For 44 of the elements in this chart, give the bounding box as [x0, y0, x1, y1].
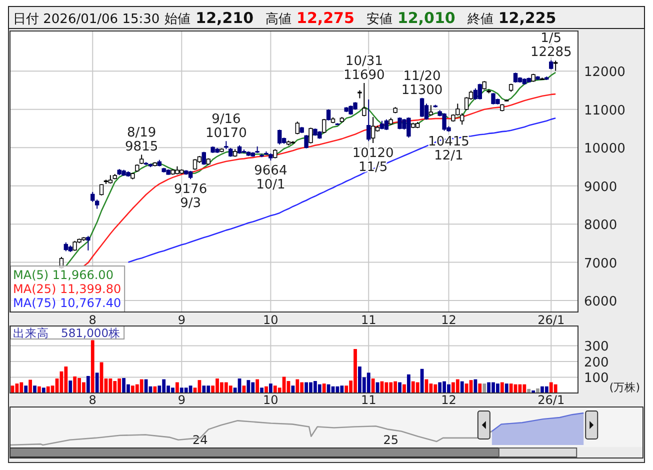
text: 高値: [266, 11, 292, 27]
y-tick-label: 12000: [584, 65, 626, 80]
text: 日付 2026/01/06 15:30: [13, 12, 160, 27]
x-tick-label: 25: [383, 433, 398, 447]
annotation: 1/5 12285: [530, 31, 572, 60]
annotation: 9/16 10170: [205, 112, 247, 142]
x-tick-label: 9: [178, 313, 186, 327]
text: 12,010: [397, 9, 456, 27]
y-tick-label: 8000: [584, 218, 618, 234]
text: 始値: [164, 12, 191, 27]
annotation: 11/20 11300: [401, 68, 443, 98]
y-tick-label: 300: [584, 340, 609, 355]
x-tick-label: 26/1: [538, 313, 565, 327]
annotation: 9664 10/1: [254, 163, 288, 192]
text: 12,210: [196, 9, 254, 27]
chart-title: 出来高 581,000株: [13, 326, 121, 340]
x-tick-label: 12: [441, 393, 456, 407]
text: 12,225: [498, 9, 556, 27]
x-tick-label: 8: [88, 393, 96, 407]
series-label: MA(5) 11,966.00: [13, 268, 114, 282]
y-tick-label: 100: [584, 371, 609, 386]
annotation: 10/31 11690: [343, 54, 385, 83]
x-tick-label: 10: [263, 313, 278, 327]
y-tick-label: 10000: [584, 142, 626, 157]
y-tick-label: 11000: [584, 103, 626, 118]
y-tick-label: 200: [584, 355, 609, 370]
x-tick-label: 8: [88, 313, 96, 327]
text: 安値: [366, 11, 392, 27]
x-tick-label: 24: [192, 433, 208, 447]
x-tick-label: 26/1: [538, 393, 565, 407]
annotation: 9176 9/3: [174, 182, 208, 212]
legend: MA(5) 11,966.00 MA(25) 11,399.80 MA(75) 10,767.40: [10, 266, 126, 312]
y-tick-label: 6000: [584, 294, 618, 310]
y-tick-label: 7000: [584, 256, 618, 272]
text: 12,275: [296, 9, 354, 27]
x-tick-label: 9: [178, 393, 186, 407]
y-axis-title: (万株): [609, 381, 640, 394]
y-tick-label: 9000: [584, 180, 618, 195]
text: 終値: [466, 12, 494, 27]
x-tick-label: 10: [263, 393, 278, 407]
x-tick-label: 11: [360, 313, 376, 327]
annotation: 8/19 9815: [125, 126, 158, 155]
x-tick-label: 12: [441, 313, 456, 327]
x-tick-label: 11: [360, 393, 376, 407]
